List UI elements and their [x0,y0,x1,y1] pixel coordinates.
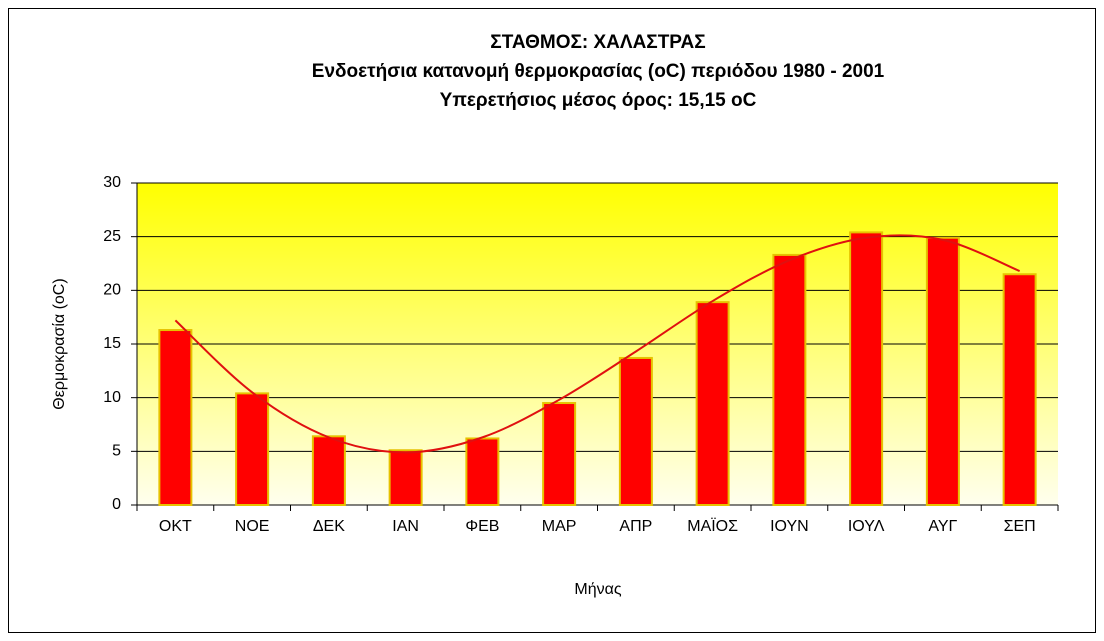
y-tick-label: 15 [103,335,121,352]
bar [772,253,807,506]
x-tick-label: ΑΠΡ [619,518,652,535]
x-tick-label: ΣΕΠ [1004,518,1036,535]
x-tick-label: ΔΕΚ [313,518,345,535]
y-tick-label: 5 [112,443,121,460]
y-tick-label: 20 [103,282,121,299]
y-tick-label: 25 [103,228,121,245]
x-tick-label: ΟΚΤ [159,518,192,535]
bar [158,329,193,506]
x-tick-label: ΦΕΒ [465,518,499,535]
y-axis-label: Θερμοκρασία (oC) [51,278,68,409]
bar [388,449,423,507]
x-tick-label: ΙΟΥΛ [848,518,885,535]
bar [542,402,577,506]
bar [925,236,960,507]
chart-subtitle: Υπερετήσιος μέσος όρος: 15,15 oC [440,90,757,111]
x-tick-label: ΜΑΡ [542,518,577,535]
bar [1002,273,1037,506]
x-tick-label: ΙΑΝ [392,518,419,535]
bar [311,435,346,507]
y-tick-label: 10 [103,389,121,406]
chart-subtitle: Ενδοετήσια κατανομή θερμοκρασίας (oC) πε… [312,61,885,82]
chart-title: ΣΤΑΘΜΟΣ: ΧΑΛΑΣΤΡΑΣ [490,32,705,53]
bar [618,356,653,506]
y-tick-label: 30 [103,174,121,191]
x-tick-label: ΝΟΕ [235,518,270,535]
y-tick-label: 0 [112,496,121,513]
trendline [174,234,1021,454]
x-tick-label: ΜΑΪΟΣ [687,517,738,535]
bar [465,437,500,507]
x-tick-label: ΑΥΓ [928,518,957,535]
bar [849,231,884,507]
bar [235,392,270,506]
x-axis-label: Μήνας [574,581,621,598]
x-tick-label: ΙΟΥΝ [770,518,809,535]
bar [695,301,730,507]
